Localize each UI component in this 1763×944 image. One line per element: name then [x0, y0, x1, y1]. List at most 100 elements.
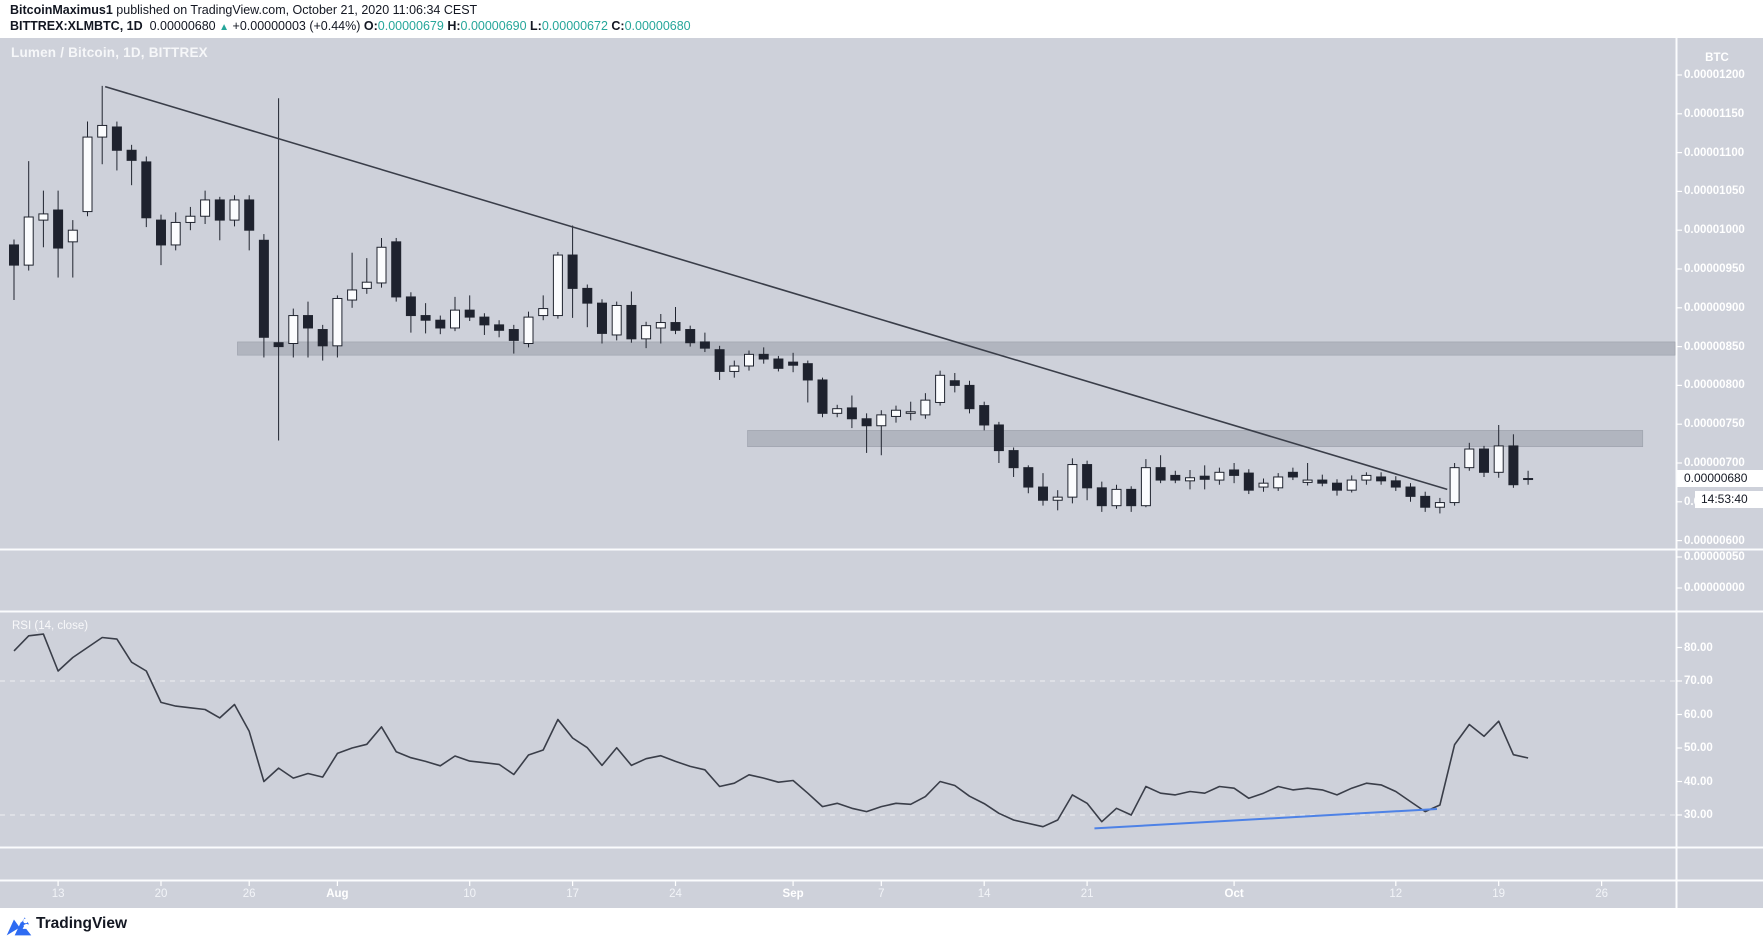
candle-aug-5: [391, 241, 402, 298]
candle-oct-10: [1361, 474, 1372, 481]
candle-aug-4: [376, 246, 387, 284]
time-axis-label-12[interactable]: 12: [1389, 888, 1403, 900]
candle-jul-30: [303, 315, 313, 329]
price-axis-label-1050: 0.00001050: [1684, 185, 1745, 197]
candle-jul-22: [185, 215, 196, 223]
time-axis-label-13[interactable]: 13: [51, 888, 65, 900]
price-axis-label-600: 0.00000600: [1684, 535, 1745, 547]
candle-oct-5: [1287, 471, 1298, 478]
candle-jul-14: [67, 229, 78, 243]
time-axis-label-26[interactable]: 26: [242, 888, 256, 900]
candle-aug-13: [508, 329, 519, 341]
tradingview-logo-icon[interactable]: [6, 914, 32, 938]
candle-aug-23: [655, 322, 666, 329]
candle-sep-13: [964, 384, 975, 410]
candle-oct-13: [1405, 486, 1416, 497]
price-axis-label-800: 0.00000800: [1684, 379, 1745, 391]
candle-aug-22: [641, 325, 652, 340]
time-axis-label-24[interactable]: 24: [669, 888, 682, 900]
candle-sep-20: [1067, 464, 1078, 498]
candle-sep-6: [861, 418, 872, 427]
close-value: 0.00000680: [624, 19, 691, 33]
price-axis-label-700: 0.00000700: [1684, 457, 1745, 469]
candle-aug-28: [729, 365, 740, 372]
price-axis-label-1000: 0.00001000: [1684, 224, 1745, 236]
time-axis-label-26[interactable]: 26: [1595, 888, 1608, 900]
price-axis-label-1100: 0.00001100: [1684, 147, 1745, 159]
low-label: L:: [530, 19, 542, 33]
candle-sep-25: [1140, 467, 1151, 507]
candle-aug-21: [626, 304, 637, 340]
candle-jul-25: [229, 199, 240, 221]
time-axis-label-14[interactable]: 14: [977, 888, 991, 900]
time-axis-label-Sep[interactable]: Sep: [782, 888, 804, 900]
open-value: 0.00000679: [377, 19, 444, 33]
time-axis-label-17[interactable]: 17: [566, 888, 579, 900]
candle-aug-3: [361, 281, 372, 289]
candle-jul-23: [200, 199, 211, 217]
high-value: 0.00000690: [460, 19, 527, 33]
candle-oct-17: [1464, 448, 1475, 469]
candle-jul-31: [317, 329, 328, 347]
price-axis-label-900: 0.00000900: [1684, 302, 1745, 314]
candle-sep-1: [788, 361, 799, 366]
candle-jul-27: [258, 239, 269, 338]
price-axis-label-1200: 0.00001200: [1684, 69, 1745, 81]
candle-sep-30: [1214, 471, 1225, 481]
candle-aug-29: [744, 353, 754, 367]
candle-aug-17: [567, 254, 578, 289]
candle-oct-20: [1508, 445, 1519, 486]
candle-oct-4: [1273, 476, 1284, 489]
rsi-indicator-label[interactable]: RSI (14, close): [12, 620, 89, 632]
candle-sep-11: [935, 374, 946, 403]
descending-trendline: [104, 85, 1448, 491]
time-axis-label-Oct[interactable]: Oct: [1224, 888, 1244, 900]
tradingview-brand-text[interactable]: TradingView: [36, 915, 128, 932]
candle-sep-15: [993, 424, 1004, 452]
time-axis-label-19[interactable]: 19: [1492, 888, 1506, 900]
candle-oct-18: [1479, 448, 1489, 473]
time-axis-label-Aug[interactable]: Aug: [326, 888, 349, 900]
candle-aug-6: [405, 296, 416, 317]
candle-sep-5: [846, 407, 857, 420]
candle-sep-12: [949, 380, 960, 386]
time-axis-label-20[interactable]: 20: [154, 888, 168, 900]
candle-sep-26: [1155, 467, 1166, 481]
price-axis-unit: BTC: [1705, 52, 1729, 64]
symbol-interval-label[interactable]: BITTREX:XLMBTC, 1D: [10, 19, 143, 33]
rsi-axis-label-30: 30.00: [1684, 809, 1713, 821]
price-axis-label-1150: 0.00001150: [1684, 108, 1745, 120]
candle-oct-21: [1523, 478, 1534, 481]
rsi-axis-label-50: 50.00: [1684, 742, 1713, 754]
candle-jul-28: [273, 342, 284, 348]
candle-oct-7: [1317, 479, 1328, 484]
last-price-badge: 0.00000680: [1677, 470, 1763, 487]
symbol-ohlc-line: BITTREX:XLMBTC, 1D 0.00000680 ▲ +0.00000…: [10, 19, 691, 33]
candle-oct-15: [1434, 502, 1445, 508]
candle-jul-26: [244, 199, 255, 231]
price-axis-label-750: 0.00000750: [1684, 418, 1745, 430]
candle-aug-10: [464, 309, 475, 318]
rsi-axis-label-80: 80.00: [1684, 642, 1713, 654]
author-name[interactable]: BitcoinMaximus1: [10, 3, 113, 17]
open-label: O:: [363, 19, 378, 33]
time-axis-label-21[interactable]: 21: [1080, 888, 1094, 900]
candle-aug-9: [450, 309, 460, 329]
price-axis-label-850: 0.00000850: [1684, 341, 1745, 353]
candle-aug-24: [670, 322, 681, 331]
close-label: C:: [611, 19, 625, 33]
candle-jul-29: [288, 315, 299, 344]
candle-aug-25: [685, 329, 696, 344]
time-axis-label-7[interactable]: 7: [878, 888, 885, 900]
candle-sep-2: [802, 363, 813, 381]
candle-oct-1: [1229, 469, 1240, 476]
candle-sep-10: [920, 399, 931, 416]
candle-sep-19: [1052, 496, 1063, 501]
candle-sep-3: [817, 379, 828, 414]
candle-sep-18: [1038, 486, 1048, 501]
candle-aug-7: [420, 315, 431, 321]
candle-jul-19: [141, 161, 152, 219]
time-axis-label-10[interactable]: 10: [463, 888, 477, 900]
